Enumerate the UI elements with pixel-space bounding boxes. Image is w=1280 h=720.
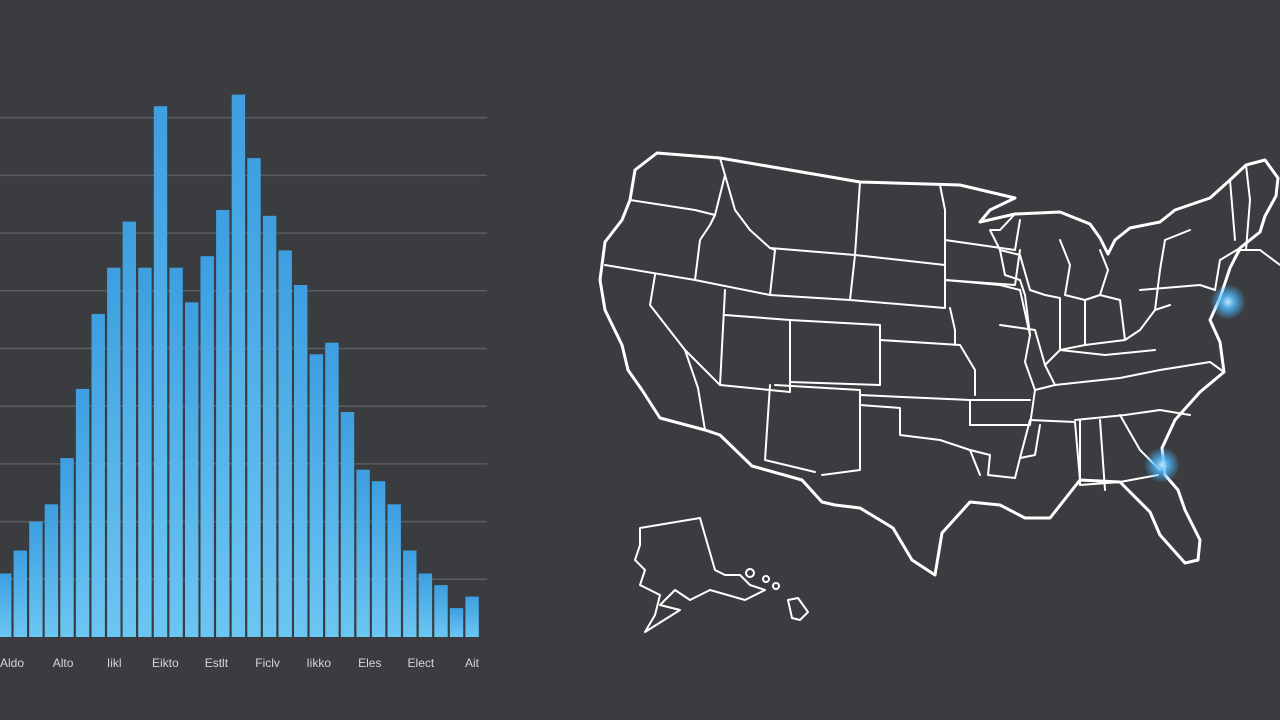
x-tick-label: Aldo <box>0 656 24 670</box>
state-border <box>1044 294 1061 366</box>
bar <box>278 250 292 637</box>
x-tick-label: Alto <box>53 656 74 670</box>
bar <box>309 354 323 637</box>
state-border <box>1059 239 1109 301</box>
state-border <box>879 339 976 396</box>
highlight-glow-northeast <box>1210 284 1246 320</box>
state-border <box>1229 249 1280 269</box>
state-border <box>1054 361 1225 386</box>
state-border <box>1074 409 1191 421</box>
bar <box>356 469 370 637</box>
state-border <box>849 264 946 309</box>
state-border <box>1084 294 1126 346</box>
bar <box>387 504 401 637</box>
state-border <box>949 307 956 346</box>
state-border <box>629 157 726 216</box>
us-map <box>598 151 1280 633</box>
bar <box>294 285 308 637</box>
hawaii-island <box>745 568 755 578</box>
state-border <box>1139 284 1216 291</box>
bar <box>0 573 12 637</box>
state-border <box>1019 419 1081 481</box>
state-border <box>989 213 1046 296</box>
state-border <box>944 219 1021 251</box>
x-tick-label: Ficlv <box>255 656 280 670</box>
state-border <box>774 384 861 476</box>
state-border <box>1214 247 1241 291</box>
hawaii-island <box>787 597 809 621</box>
bar <box>122 221 136 637</box>
bar <box>185 302 199 637</box>
state-border <box>769 254 856 301</box>
state-border <box>1229 179 1236 241</box>
state-border <box>944 279 1031 336</box>
state-border <box>604 214 716 281</box>
state-border <box>859 394 971 426</box>
bar <box>262 215 277 638</box>
state-border <box>969 424 1041 479</box>
bar <box>418 573 433 637</box>
state-border <box>859 404 981 476</box>
bar <box>44 504 59 637</box>
state-border <box>1124 304 1171 341</box>
bar <box>449 608 464 637</box>
bar <box>60 458 74 637</box>
state-border <box>999 324 1056 391</box>
bar <box>13 550 27 637</box>
bar <box>247 158 261 637</box>
state-border <box>719 314 791 393</box>
bar <box>153 106 168 637</box>
state-border <box>1059 349 1156 356</box>
bars <box>0 94 479 638</box>
bar-chart: Aldo Alto Iikl Eikto Estlt Ficlv Iikko Eles Elec… <box>0 94 487 670</box>
bar <box>434 585 448 637</box>
x-tick-label: Elect <box>408 656 435 670</box>
hawaii-island <box>772 582 780 590</box>
bar <box>91 313 105 637</box>
state-border <box>1245 164 1251 251</box>
bar <box>169 267 183 637</box>
bar <box>29 521 43 637</box>
highlight-glow-southeast <box>1144 447 1180 483</box>
state-border <box>789 319 881 386</box>
state-border <box>649 274 706 431</box>
state-border <box>694 247 776 296</box>
bar <box>75 388 90 637</box>
x-tick-label: Estlt <box>205 656 229 670</box>
bar <box>340 412 355 637</box>
state-border <box>1079 474 1159 486</box>
bar <box>403 550 417 637</box>
hawaii-islands <box>745 568 809 621</box>
state-border <box>854 184 946 266</box>
state-border <box>999 249 1031 336</box>
hawaii-island <box>762 575 770 583</box>
state-borders <box>604 157 1280 491</box>
x-tick-label: Iikko <box>306 656 331 670</box>
bar <box>138 267 152 637</box>
bar <box>216 210 230 637</box>
state-border <box>944 249 1021 286</box>
state-border <box>684 289 726 386</box>
bar <box>325 342 339 637</box>
us-outline <box>598 151 1280 577</box>
state-border <box>724 174 861 256</box>
bar <box>107 267 121 637</box>
state-border <box>1059 299 1086 351</box>
state-border <box>1154 229 1191 311</box>
x-tick-label: Eles <box>358 656 381 670</box>
x-tick-label: Iikl <box>107 656 122 670</box>
x-tick-label: Ait <box>465 656 480 670</box>
state-border <box>1099 419 1106 491</box>
x-tick-label: Eikto <box>152 656 179 670</box>
highlight-markers <box>1144 284 1246 483</box>
state-border <box>764 384 816 473</box>
bar <box>465 596 479 637</box>
bar <box>231 94 246 638</box>
alaska-outline <box>634 517 766 633</box>
bar <box>200 256 214 637</box>
x-tick-labels: Aldo Alto Iikl Eikto Estlt Ficlv Iikko Eles Elec… <box>0 656 480 670</box>
bar <box>371 481 386 637</box>
state-border <box>969 334 1036 426</box>
